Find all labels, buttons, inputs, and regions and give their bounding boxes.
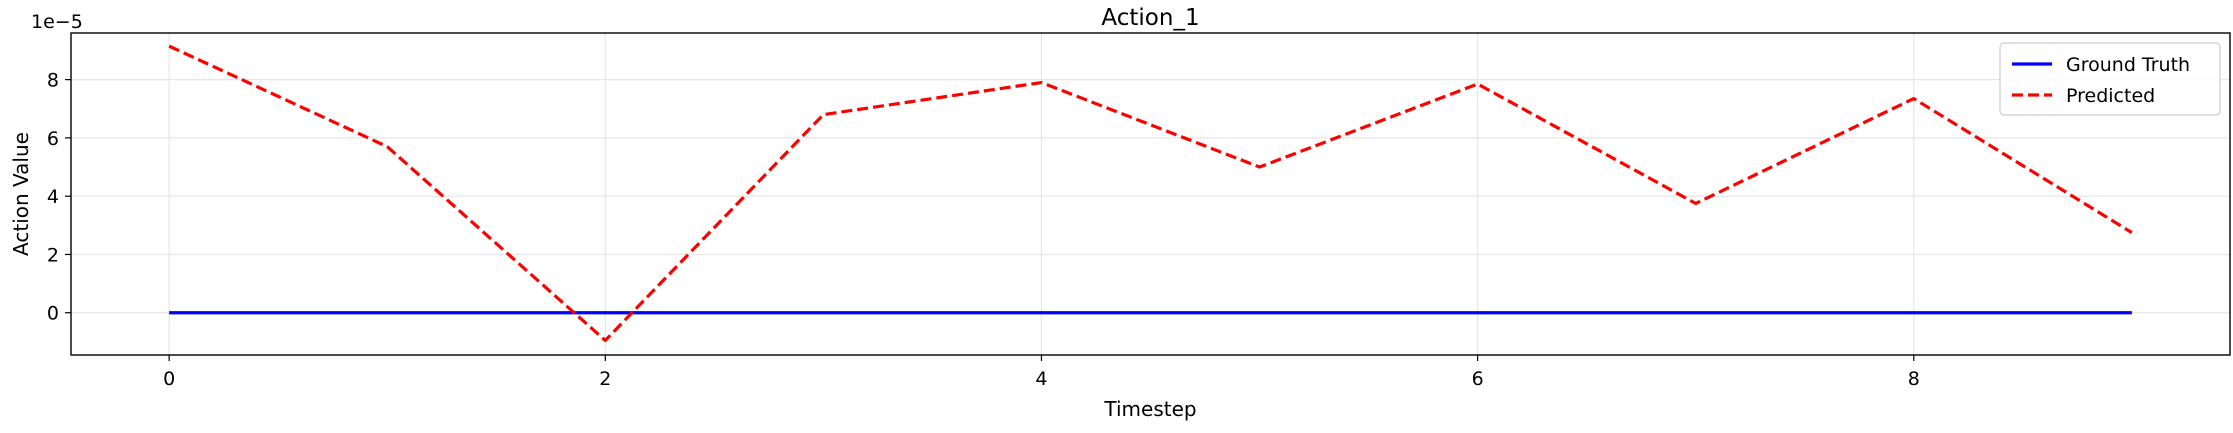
- y-tick-label: 8: [47, 70, 59, 92]
- x-axis-label: Timestep: [1103, 397, 1196, 421]
- chart-title: Action_1: [1101, 5, 1199, 31]
- grid: [71, 33, 2230, 355]
- y-tick-label: 0: [47, 303, 59, 325]
- x-tick-label: 2: [599, 368, 611, 390]
- legend-frame: [1999, 42, 2221, 116]
- legend: Ground Truth Predicted: [1999, 42, 2221, 116]
- legend-label-1: Predicted: [2066, 85, 2155, 107]
- legend-label-0: Ground Truth: [2066, 54, 2190, 76]
- x-tick-label: 0: [163, 368, 175, 390]
- plot-frame: [70, 32, 2231, 356]
- axis-ticks: 0 2 4 6 8 0 2 4 6 8: [47, 70, 1920, 390]
- y-tick-label: 6: [47, 128, 59, 150]
- x-tick-label: 4: [1035, 368, 1047, 390]
- x-tick-label: 6: [1472, 368, 1484, 390]
- y-axis-label: Action Value: [9, 132, 33, 256]
- series-lines: [168, 44, 2133, 343]
- y-tick-label: 2: [47, 244, 59, 266]
- x-tick-label: 8: [1908, 368, 1920, 390]
- y-axis-offset-text: 1e−5: [31, 11, 83, 33]
- y-tick-label: 4: [47, 186, 59, 208]
- series-line-1: [168, 44, 2133, 343]
